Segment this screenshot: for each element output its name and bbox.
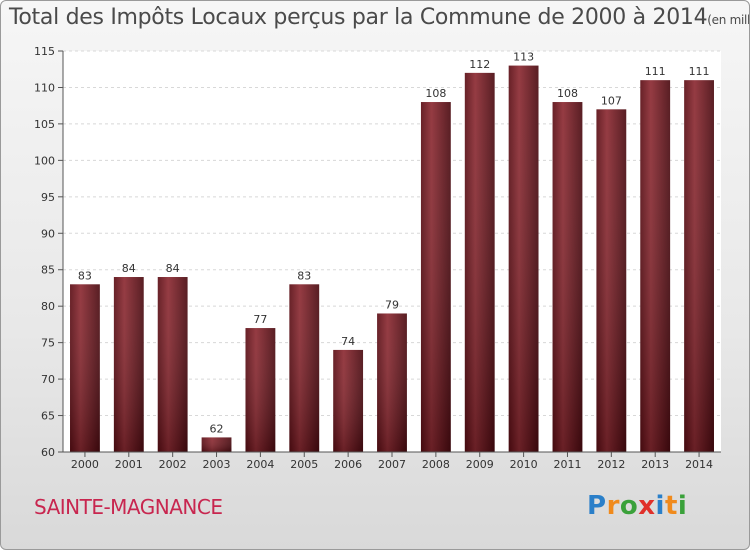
x-tick-label: 2012: [597, 458, 625, 471]
bar-shade: [333, 349, 364, 452]
y-tick-label: 115: [34, 45, 55, 58]
bar-shade: [420, 102, 451, 452]
x-tick-label: 2011: [553, 458, 581, 471]
logo-letter: r: [606, 491, 620, 521]
bar-shade: [508, 65, 539, 452]
chart-title: Total des Impôts Locaux perçus par la Co…: [9, 5, 750, 30]
bar-shade: [157, 277, 188, 452]
bar-value-label: 84: [122, 262, 136, 275]
proxiti-logo: Proxiti: [587, 491, 687, 521]
x-tick-label: 2000: [71, 458, 99, 471]
bars: 83 84 84 62 77 83 74 79 108 112 113 108 107 111 111: [70, 51, 714, 452]
x-tick-label: 2001: [115, 458, 143, 471]
bar-shade: [289, 284, 320, 452]
x-tick-label: 2004: [246, 458, 274, 471]
x-tick-label: 2007: [378, 458, 406, 471]
bar-value-label: 108: [425, 87, 446, 100]
x-tick-label: 2010: [510, 458, 538, 471]
bar-value-label: 108: [557, 87, 578, 100]
logo-letter: x: [638, 491, 656, 521]
x-tick-label: 2013: [641, 458, 669, 471]
y-tick-label: 65: [41, 410, 55, 423]
axes: 60 65 70 75 80 85 90 95 100 105 110 115 2000 2001 2002…: [34, 45, 721, 471]
bar-value-label: 74: [341, 335, 355, 348]
y-tick-label: 75: [41, 337, 55, 350]
y-tick-label: 70: [41, 373, 55, 386]
x-tick-label: 2008: [422, 458, 450, 471]
y-tick-label: 85: [41, 264, 55, 277]
y-tick-label: 60: [41, 446, 55, 459]
logo-letter: t: [664, 491, 678, 521]
y-tick-label: 100: [34, 154, 55, 167]
bar-shade: [464, 72, 495, 452]
chart-unit: (en milliers d'€): [707, 13, 750, 27]
logo-letter: i: [677, 491, 688, 521]
bar-shade: [245, 328, 276, 452]
bar-value-label: 77: [253, 313, 267, 326]
bar-shade: [684, 80, 714, 452]
bar-value-label: 111: [689, 65, 710, 78]
bar-shade: [70, 284, 100, 452]
y-tick-label: 105: [34, 118, 55, 131]
bar-value-label: 111: [645, 65, 666, 78]
x-tick-label: 2005: [290, 458, 318, 471]
logo-letter: i: [655, 491, 665, 521]
bar-value-label: 107: [601, 94, 622, 107]
bar-value-label: 79: [385, 298, 399, 311]
x-tick-label: 2003: [203, 458, 231, 471]
y-tick-label: 110: [34, 81, 55, 94]
bar-shade: [113, 277, 144, 452]
x-tick-label: 2002: [159, 458, 187, 471]
bar-shade: [201, 437, 232, 452]
logo-letter: P: [587, 491, 607, 521]
commune-name: SAINTE-MAGNANCE: [34, 495, 223, 519]
bar-value-label: 83: [297, 269, 311, 282]
bar-value-label: 112: [469, 58, 490, 71]
bar-value-label: 113: [513, 51, 534, 64]
chart-title-text: Total des Impôts Locaux perçus par la Co…: [9, 5, 708, 30]
logo-letter: o: [619, 491, 639, 521]
y-tick-label: 80: [41, 300, 55, 313]
x-tick-label: 2006: [334, 458, 362, 471]
bar-value-label: 62: [210, 422, 224, 435]
bar-value-label: 84: [166, 262, 180, 275]
bar-shade: [596, 109, 627, 452]
y-tick-label: 90: [41, 227, 55, 240]
bar-value-label: 83: [78, 269, 92, 282]
bar-shade: [377, 313, 407, 452]
bar-shade: [640, 80, 671, 452]
x-tick-label: 2014: [685, 458, 713, 471]
y-tick-label: 95: [41, 191, 55, 204]
bar-shade: [552, 102, 583, 452]
x-tick-label: 2009: [466, 458, 494, 471]
